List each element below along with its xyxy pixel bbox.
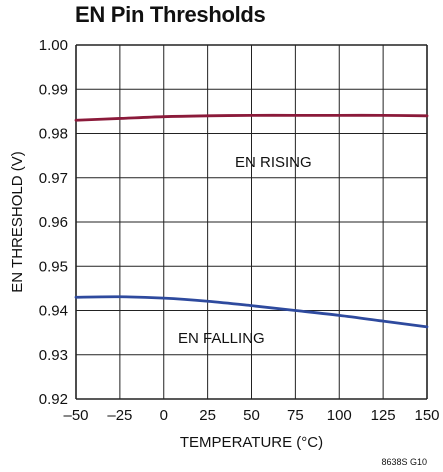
x-axis-label: TEMPERATURE (°C) [180,434,323,451]
x-tick-label: 25 [199,407,216,424]
x-tick-label: –25 [107,407,132,424]
x-tick-label: –50 [63,407,88,424]
annotation-en-rising: EN RISING [235,154,312,171]
y-axis-label: EN THRESHOLD (V) [9,151,26,292]
x-tick-label: 150 [414,407,439,424]
y-tick-label: 1.00 [39,37,68,54]
grid-lines [75,44,428,400]
y-tick-label: 0.92 [39,391,68,408]
y-tick-labels: 0.92 0.93 0.94 0.95 0.96 0.97 0.98 0.99 1.00 [39,37,68,408]
x-tick-label: 50 [243,407,260,424]
figure-code: 8638S G10 [381,457,427,467]
y-tick-label: 0.95 [39,258,68,275]
x-tick-label: 125 [371,407,396,424]
x-tick-label: 0 [160,407,168,424]
chart-title: EN Pin Thresholds [75,2,266,27]
series-line-en-falling [74,295,429,329]
x-tick-labels: –50 –25 0 25 50 75 100 125 150 [63,407,439,424]
y-tick-label: 0.94 [39,303,68,320]
series-line-en-rising [74,113,429,122]
y-tick-label: 0.98 [39,126,68,143]
y-tick-label: 0.96 [39,214,68,231]
annotation-en-falling: EN FALLING [178,330,265,347]
series-lines [74,113,429,329]
y-tick-label: 0.93 [39,347,68,364]
x-tick-label: 75 [287,407,304,424]
x-tick-label: 100 [327,407,352,424]
y-tick-label: 0.99 [39,81,68,98]
y-tick-label: 0.97 [39,170,68,187]
